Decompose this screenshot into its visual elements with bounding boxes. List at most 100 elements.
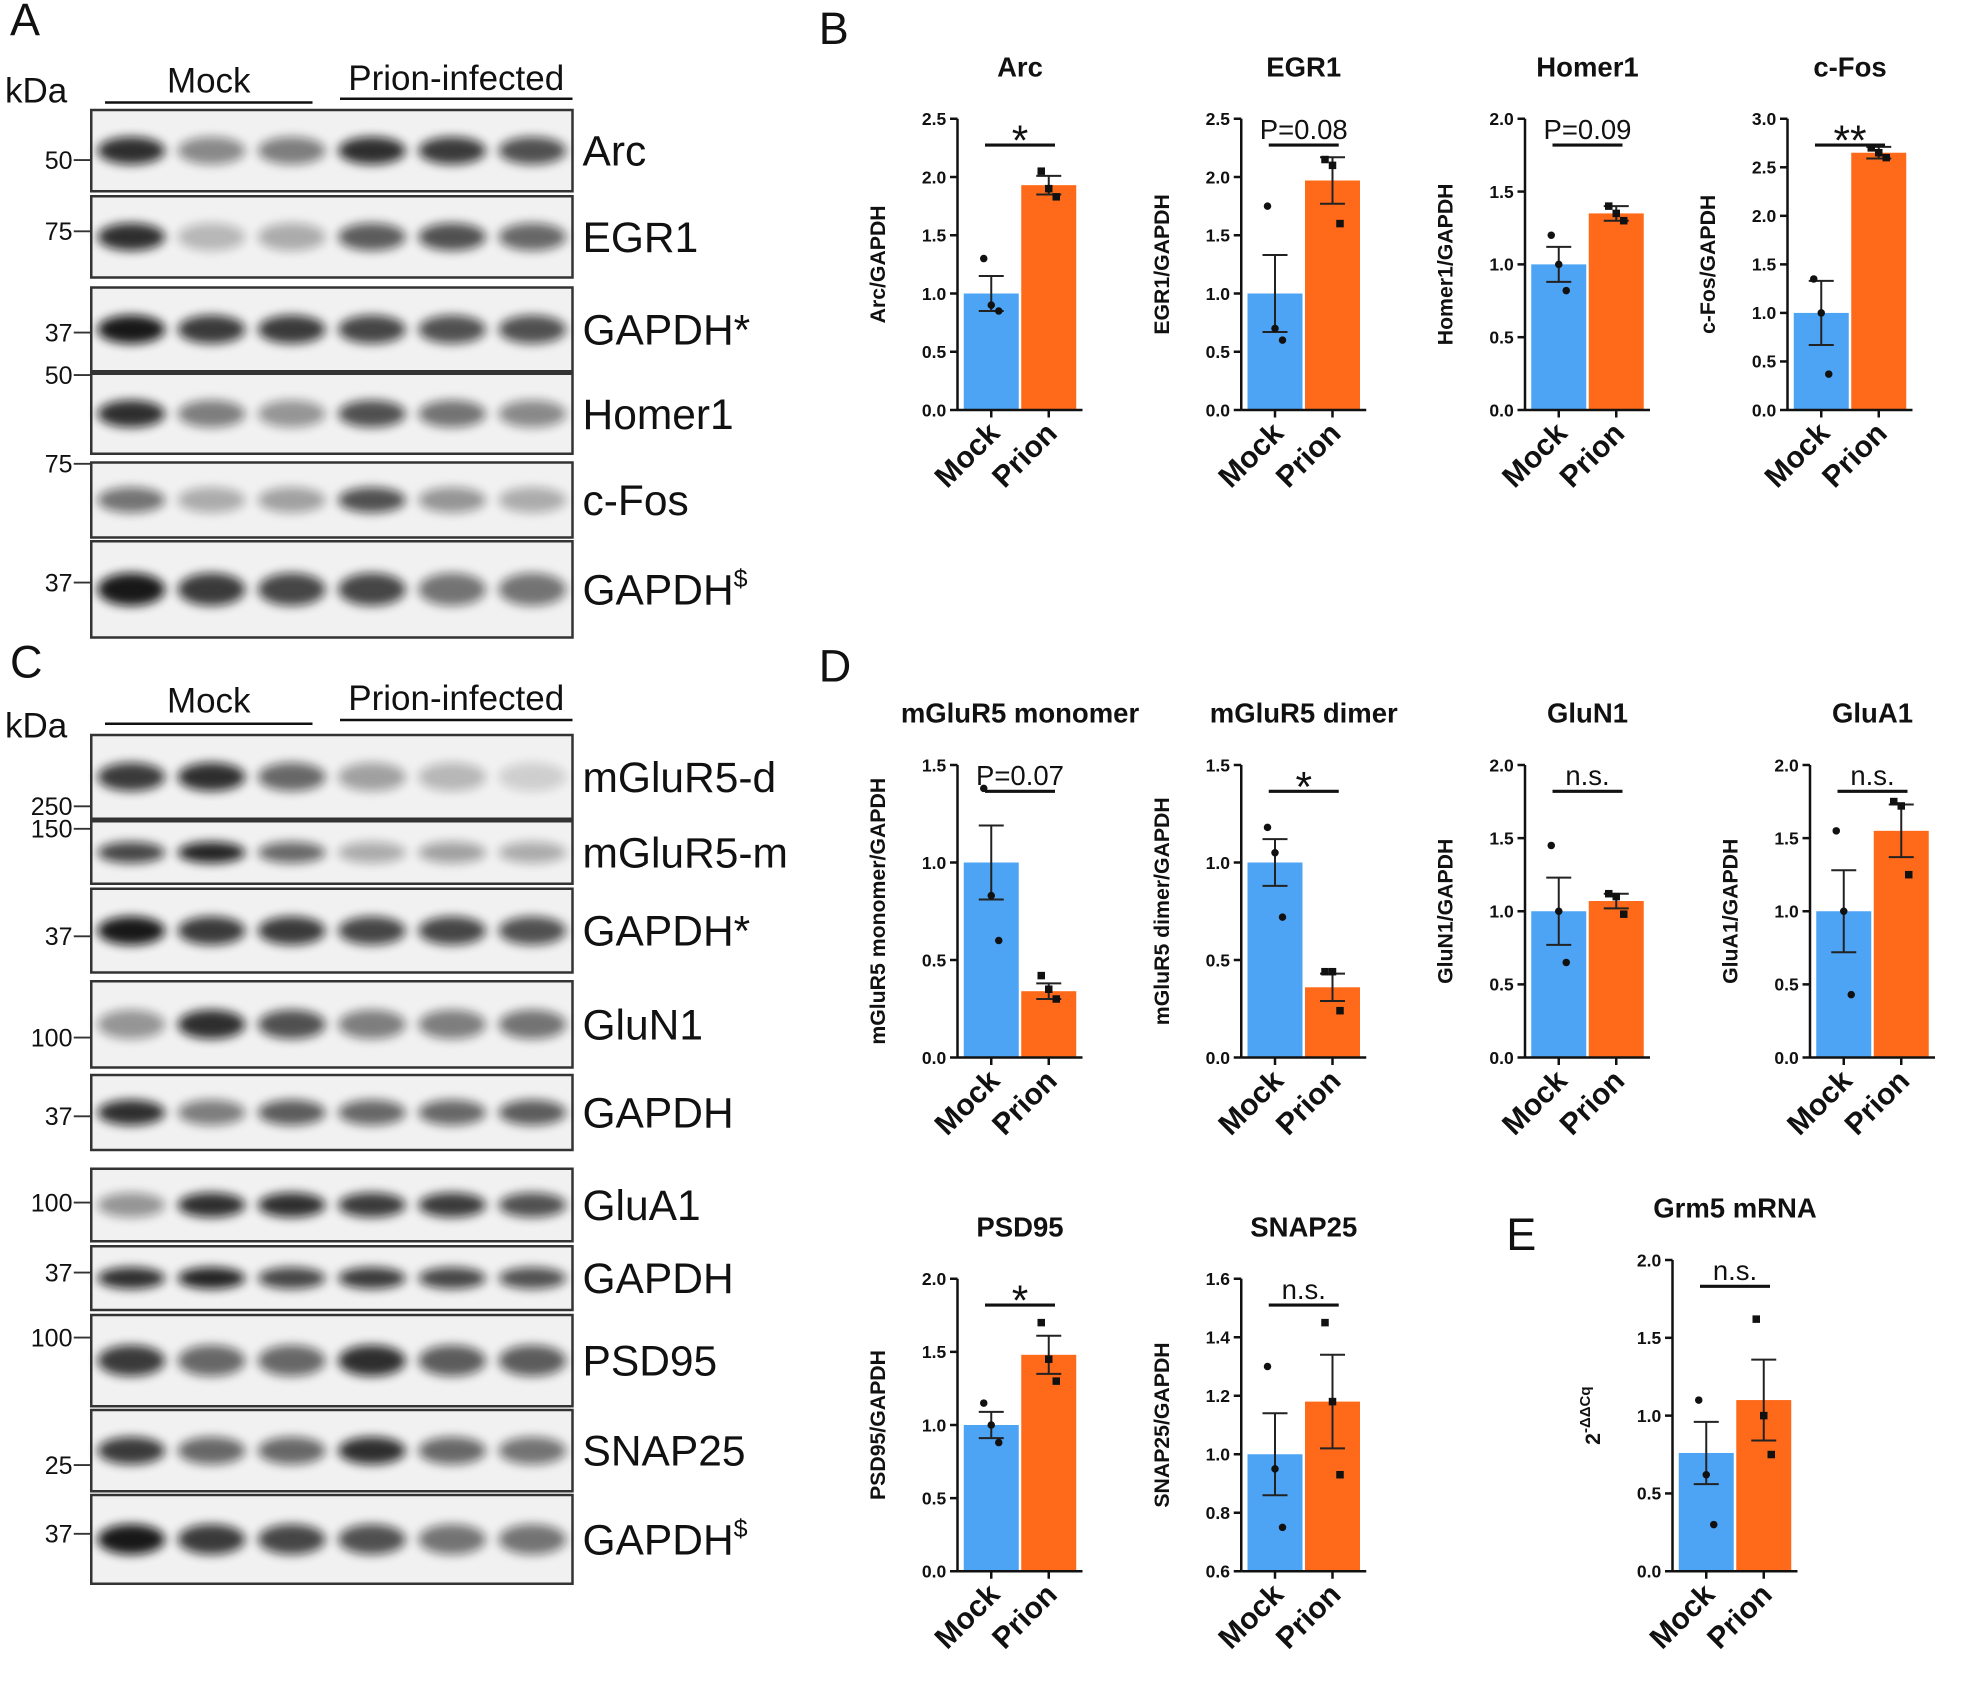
data-point	[1263, 202, 1272, 210]
chart-title: PSD95	[976, 1211, 1063, 1242]
y-tick-label: 0.8	[1206, 1503, 1231, 1523]
data-point	[1052, 1377, 1060, 1385]
data-point	[1612, 209, 1620, 218]
blot-band	[338, 136, 406, 165]
y-tick-label: 0.5	[1774, 975, 1799, 995]
y-tick-label: 1.0	[1206, 853, 1231, 873]
error-bar	[1036, 1334, 1062, 1375]
data-point	[1278, 1523, 1287, 1532]
x-tick-label: Mock	[929, 416, 1007, 494]
y-tick-label: 1.0	[1489, 255, 1514, 275]
protein-name: EGR1	[583, 215, 699, 262]
data-point	[1905, 870, 1913, 879]
bar	[1873, 830, 1929, 1058]
blot	[90, 1073, 574, 1152]
blot-band	[97, 315, 166, 344]
blot-band	[498, 573, 567, 606]
data-point	[1037, 167, 1045, 175]
blot-band	[97, 400, 166, 428]
blot-band	[258, 841, 326, 864]
x-tick-label: Prion	[1816, 417, 1894, 495]
x-tick-label: Prion	[1270, 1064, 1348, 1142]
blot	[90, 820, 574, 886]
blot	[90, 195, 574, 279]
blot-band	[498, 841, 567, 864]
y-tick-label: 0.5	[1752, 352, 1777, 372]
blot-band	[338, 1436, 406, 1465]
y-tick-label: 1.5	[1489, 182, 1514, 202]
y-tick-label: 0.0	[1774, 1048, 1799, 1068]
data-point	[1271, 324, 1279, 333]
y-tick-label: 1.5	[1774, 828, 1799, 848]
data-point	[1875, 148, 1883, 157]
blot	[90, 108, 574, 193]
blot-band	[97, 1099, 166, 1126]
y-tick-label: 2.0	[1637, 1250, 1662, 1270]
y-tick-label: 1.5	[1206, 755, 1231, 775]
blot-band	[338, 1009, 406, 1040]
data-point	[1278, 913, 1287, 921]
significance-label: P=0.09	[1544, 114, 1632, 145]
y-tick-label: 2.0	[1489, 755, 1514, 775]
y-tick-label: 2.5	[1206, 109, 1231, 129]
y-axis-label: c-Fos/GAPDH	[1696, 195, 1720, 334]
data-point	[1605, 202, 1613, 210]
chart-title: Arc	[997, 51, 1043, 82]
blot-band	[338, 1099, 406, 1126]
blot-band	[97, 223, 166, 251]
blot-band	[258, 573, 326, 606]
y-tick-label: 0.6	[1206, 1562, 1231, 1582]
blot-band	[97, 1436, 166, 1465]
blot-band	[97, 1267, 166, 1289]
y-axis-label-text: Arc/GAPDH	[866, 205, 890, 323]
y-tick-label: 2.5	[922, 109, 947, 129]
significance-label: n.s.	[1282, 1274, 1326, 1305]
bar	[1021, 185, 1077, 410]
y-axis-label-text: GluA1/GAPDH	[1719, 839, 1743, 984]
data-point	[1547, 841, 1555, 850]
blot	[90, 1245, 574, 1312]
blot-band	[97, 487, 166, 513]
blot-band	[258, 916, 326, 945]
y-tick-label: 0.0	[1752, 400, 1777, 420]
blot-band	[258, 1009, 326, 1040]
kda-marker: 37	[45, 1521, 73, 1549]
kda-label: kDa	[5, 707, 68, 746]
chart-title: GluA1	[1832, 698, 1913, 729]
protein-label: PSD95	[583, 1339, 718, 1386]
data-point	[1832, 827, 1840, 835]
data-point	[1052, 995, 1060, 1003]
y-tick-label: 0.5	[1206, 950, 1231, 970]
data-point	[987, 891, 995, 900]
data-point	[1328, 1397, 1337, 1406]
blot-band	[418, 1436, 486, 1465]
bar	[1531, 264, 1587, 410]
y-axis-label: PSD95/GAPDH	[866, 1350, 890, 1500]
data-point	[1562, 958, 1570, 967]
data-point	[1321, 967, 1329, 976]
data-point	[1271, 849, 1279, 857]
x-tick-label: Mock	[1781, 1064, 1859, 1142]
blot-band	[97, 762, 166, 792]
bar	[1021, 991, 1077, 1058]
bar	[1588, 901, 1644, 1058]
blot-band	[338, 1524, 406, 1555]
protein-name: GAPDH	[583, 1091, 734, 1138]
data-point	[1045, 184, 1053, 193]
y-tick-label: 0.0	[922, 400, 947, 420]
significance-label: n.s.	[1713, 1255, 1757, 1286]
blot-band	[258, 1524, 326, 1555]
protein-label: EGR1	[583, 215, 699, 262]
protein-name: GAPDH	[583, 567, 734, 614]
x-tick-label: Prion	[986, 1578, 1064, 1656]
kda-marker: 75	[45, 218, 73, 246]
y-tick-label: 1.5	[1206, 226, 1231, 246]
error-bar	[1751, 1358, 1777, 1442]
blot-band	[498, 315, 567, 344]
group-label: Prion-infected	[348, 679, 564, 718]
x-tick-label: Prion	[1554, 417, 1632, 495]
data-point	[1867, 144, 1875, 152]
bar	[1588, 213, 1644, 410]
blot-band	[418, 487, 486, 513]
chart-title: Grm5 mRNA	[1653, 1193, 1817, 1224]
